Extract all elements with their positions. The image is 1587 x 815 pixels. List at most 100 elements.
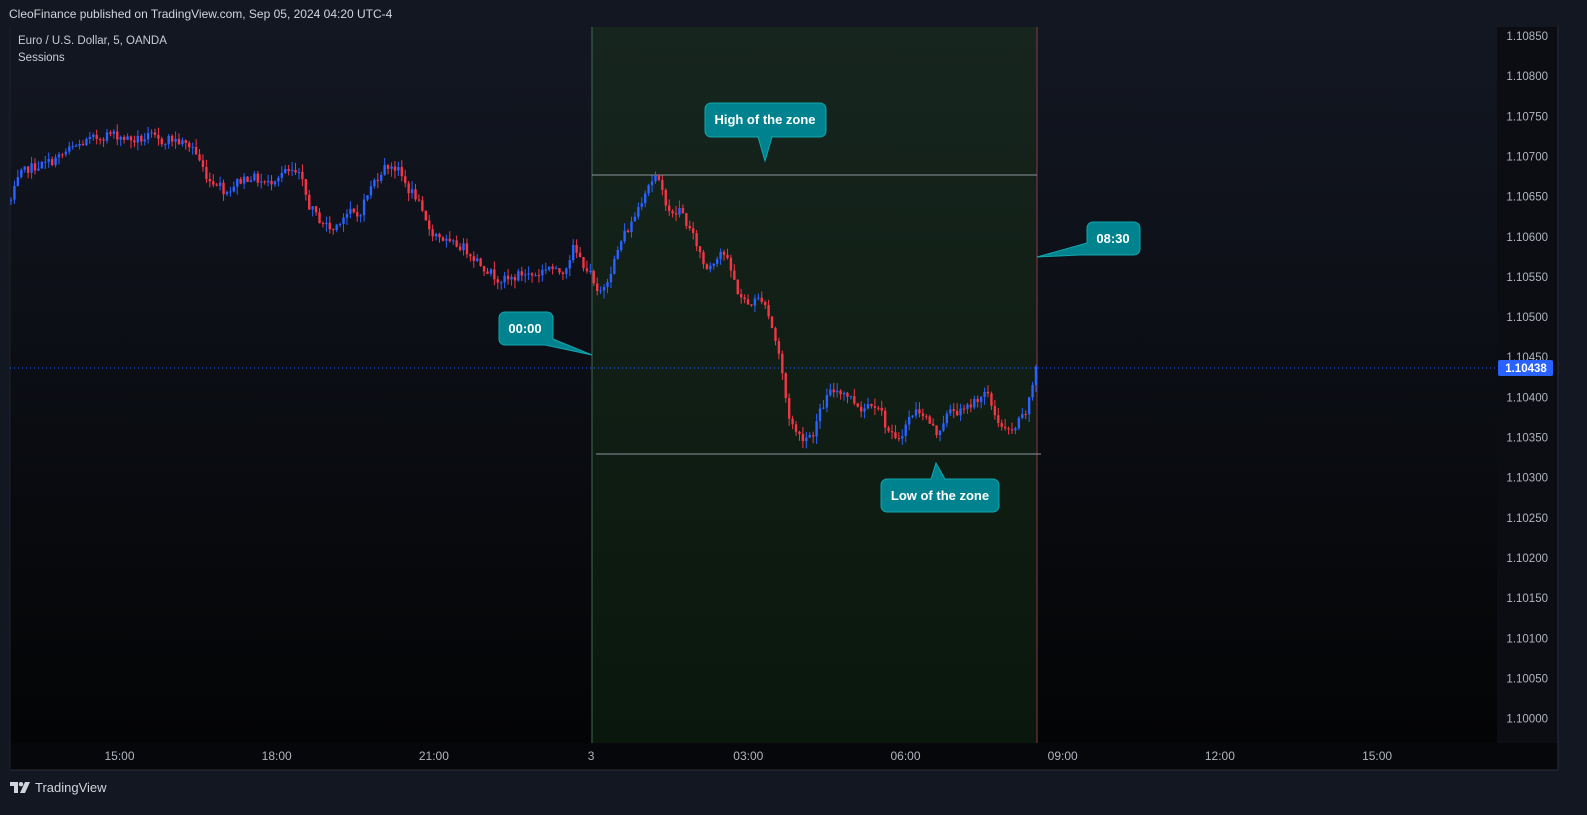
candle-body [383, 165, 386, 175]
candle-body [23, 166, 26, 170]
candle-body [582, 257, 585, 269]
candle-body [301, 171, 304, 180]
candle-body [239, 179, 242, 184]
candle-body [136, 135, 140, 143]
candle-body [962, 408, 966, 410]
candle-body [620, 241, 623, 250]
candle-body [81, 143, 85, 146]
candle-body [925, 416, 928, 418]
candle-body [993, 405, 997, 416]
candle-body [801, 433, 805, 442]
candle-body [218, 182, 222, 186]
candle-body [503, 275, 506, 283]
candle-body [568, 260, 571, 269]
price-tick-label: 1.10200 [1506, 553, 1548, 565]
candle-body [777, 340, 781, 354]
candle-body [445, 238, 448, 241]
candle-body [698, 246, 702, 253]
candle-body [191, 147, 194, 149]
candle-body [205, 167, 208, 180]
candle-body [421, 200, 424, 211]
candle-body [109, 132, 112, 134]
candle-body [921, 413, 925, 417]
candle-body [637, 206, 640, 217]
candle-body [287, 169, 290, 172]
candle-body [174, 138, 177, 142]
candle-body [657, 175, 661, 180]
price-tick-label: 1.10150 [1506, 593, 1548, 605]
candle-body [715, 259, 719, 264]
candle-body [280, 172, 284, 178]
candle-body [116, 131, 119, 140]
candle-body [822, 407, 825, 409]
callout-end[interactable]: 08:30 [1036, 221, 1141, 258]
candle-body [815, 421, 818, 437]
candle-body [729, 257, 733, 271]
candle-body [342, 217, 345, 224]
candle-body [146, 133, 150, 140]
candle-body [1000, 423, 1003, 427]
candle-body [959, 408, 962, 416]
candle-body [846, 392, 849, 397]
candle-body [482, 266, 486, 272]
callout-end-label: 08:30 [1096, 231, 1129, 246]
candle-body [26, 166, 30, 173]
candle-body [911, 415, 914, 417]
candle-body [863, 408, 866, 412]
price-tick-label: 1.10050 [1506, 673, 1548, 685]
indicator-legend[interactable]: Sessions [18, 52, 65, 64]
candle-body [794, 424, 798, 432]
candle-body [818, 408, 822, 422]
candle-body [160, 138, 164, 145]
candle-body [873, 406, 877, 408]
candle-body [986, 391, 990, 394]
candle-body [338, 223, 342, 225]
candle-body [417, 199, 421, 201]
candle-body [757, 297, 760, 299]
candle-body [92, 134, 95, 137]
callout-high[interactable]: High of the zone [704, 102, 827, 163]
candle-body [949, 409, 952, 414]
candle-body [1034, 366, 1038, 385]
candle-body [931, 423, 935, 426]
price-tick-label: 1.10500 [1506, 312, 1548, 324]
symbol-legend[interactable]: Euro / U.S. Dollar, 5, OANDA [18, 35, 167, 47]
candle-body [1031, 384, 1034, 398]
candle-body [314, 206, 318, 213]
candle-body [907, 416, 911, 425]
candle-body [373, 180, 376, 187]
candle-body [177, 138, 181, 145]
candle-body [64, 151, 68, 155]
candle-body [674, 213, 678, 215]
candle-body [256, 173, 260, 183]
candle-body [133, 140, 136, 143]
price-tick-label: 1.10300 [1506, 473, 1548, 485]
candle-body [184, 140, 188, 143]
candle-body [548, 266, 551, 270]
candle-body [856, 403, 859, 407]
price-tick-label: 1.10250 [1506, 513, 1548, 525]
candle-body [9, 199, 13, 201]
candle-body [808, 435, 811, 438]
callout-start[interactable]: 00:00 [498, 311, 593, 356]
candle-body [966, 404, 969, 409]
candle-body [438, 233, 441, 238]
candle-body [57, 154, 61, 158]
candle-body [208, 179, 212, 182]
candle-body [688, 225, 691, 229]
candle-body [938, 430, 942, 436]
candle-body [229, 191, 232, 193]
tradingview-footer[interactable]: TradingView [10, 780, 107, 795]
candle-body [126, 136, 129, 140]
candle-body [140, 135, 143, 142]
candle-body [524, 274, 527, 276]
candle-body [150, 132, 153, 134]
candle-body [260, 181, 263, 183]
candle-body [705, 264, 709, 270]
callout-low[interactable]: Low of the zone [880, 461, 1000, 513]
candle-body [681, 207, 685, 214]
candle-body [225, 192, 229, 195]
candle-body [472, 256, 475, 261]
price-tick-label: 1.10650 [1506, 192, 1548, 204]
